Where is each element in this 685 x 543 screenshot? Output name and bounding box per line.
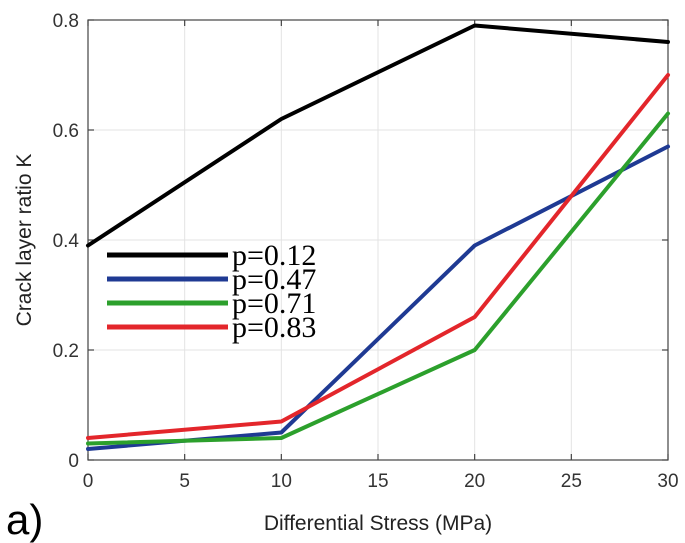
series-line-1 <box>86 23 670 248</box>
y-tick-labels: 0 0.2 0.4 0.6 0.8 <box>53 11 80 472</box>
legend-label: p=0.71 <box>232 287 316 320</box>
y-tick-label: 0 <box>68 451 79 472</box>
y-tick-label: 0.4 <box>53 231 80 252</box>
y-tick-label: 0.2 <box>53 341 79 362</box>
y-axis-title: Crack layer ratio K <box>13 154 36 327</box>
x-tick-label: 30 <box>657 471 678 492</box>
legend-label: p=0.83 <box>232 311 316 344</box>
x-tick-labels: 0 5 10 15 20 25 30 <box>83 471 679 492</box>
x-tick-label: 10 <box>271 471 292 492</box>
series-line-3 <box>86 111 670 446</box>
legend: p=0.12p=0.47p=0.71p=0.83 <box>107 239 316 344</box>
panel-label: a) <box>6 496 43 543</box>
series-line-4 <box>86 73 670 440</box>
y-tick-label: 0.6 <box>53 121 79 142</box>
legend-label: p=0.47 <box>232 263 316 296</box>
legend-label: p=0.12 <box>232 239 316 272</box>
x-tick-label: 0 <box>83 471 94 492</box>
axes <box>87 19 669 461</box>
x-tick-label: 25 <box>561 471 582 492</box>
x-tick-label: 5 <box>179 471 190 492</box>
y-tick-label: 0.8 <box>53 11 79 32</box>
x-tick-label: 20 <box>464 471 485 492</box>
series-lines <box>86 23 670 451</box>
x-tick-label: 15 <box>367 471 388 492</box>
x-axis-title: Differential Stress (MPa) <box>264 512 492 535</box>
